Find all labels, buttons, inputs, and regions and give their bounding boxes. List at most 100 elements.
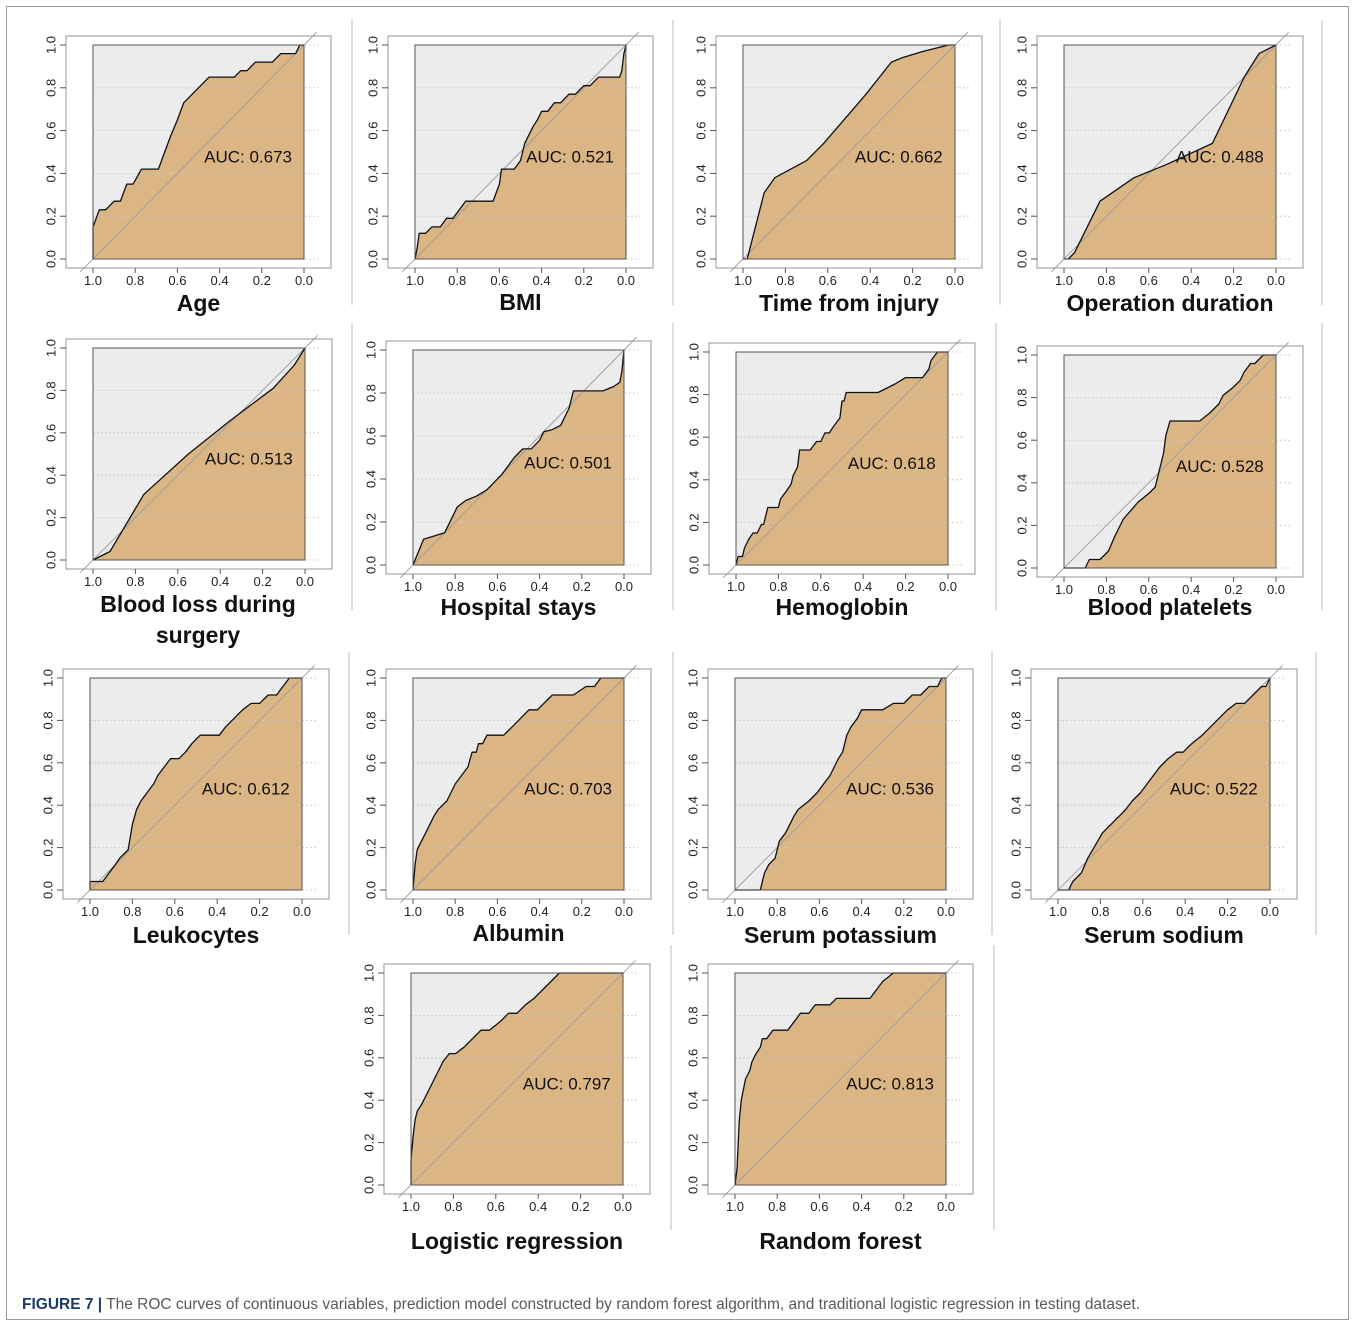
roc-curve <box>735 351 948 566</box>
y-tick-label: 0.8 <box>1015 389 1030 407</box>
roc-panel: 0.0 0.2 0.4 0.6 0.8 1.0 1.0 0.8 0.6 0.4 0.2 0.0 AUC:… <box>694 31 983 316</box>
y-tick-label: 0.4 <box>44 164 59 182</box>
y-tick-label: 0.8 <box>1009 711 1024 729</box>
y-tick-label: 0.6 <box>41 754 56 772</box>
y-tick-label: 0.6 <box>686 1049 701 1067</box>
panel-title: Age <box>177 290 220 316</box>
roc-panel: 0.0 0.2 0.4 0.6 0.8 1.0 1.0 0.8 0.6 0.4 0.2 0.0 AUC:… <box>362 959 651 1254</box>
roc-curve <box>1064 44 1277 260</box>
plot-box <box>410 972 624 1186</box>
y-tick-label: 0.2 <box>44 207 59 225</box>
x-tick-label: 1.0 <box>726 904 744 919</box>
y-tick-label: 0.8 <box>694 79 709 97</box>
x-tick-label: 1.0 <box>404 579 422 594</box>
x-tick-label: 0.6 <box>819 273 837 288</box>
panel-title: Blood platelets <box>1088 594 1253 620</box>
figure-caption: FIGURE 7 | The ROC curves of continuous … <box>22 1296 1140 1314</box>
plot-box <box>89 677 303 891</box>
x-tick-label: 0.2 <box>1219 904 1237 919</box>
roc-panel: 0.0 0.2 0.4 0.6 0.8 1.0 1.0 0.8 0.6 0.4 0.2 0.0 AUC:… <box>44 31 332 316</box>
x-tick-label: 0.4 <box>854 579 872 594</box>
roc-curve <box>743 44 955 260</box>
auc-label: AUC: 0.612 <box>202 780 290 799</box>
auc-label: AUC: 0.673 <box>204 148 292 167</box>
y-tick-label: 1.0 <box>362 964 377 982</box>
x-tick-label: 0.4 <box>533 273 551 288</box>
x-tick-label: 0.0 <box>937 904 955 919</box>
y-tick-label: 0.6 <box>362 1049 377 1067</box>
x-tick-label: 0.0 <box>293 904 311 919</box>
x-tick-label: 0.6 <box>810 904 828 919</box>
x-tick-label: 0.6 <box>810 1199 828 1214</box>
y-tick-label: 1.0 <box>364 669 379 687</box>
x-tick-label: 1.0 <box>1055 582 1073 597</box>
roc-curve <box>412 677 624 891</box>
y-tick-label: 0.0 <box>686 1176 701 1194</box>
y-tick-label: 1.0 <box>44 339 59 357</box>
plot-box <box>412 349 625 566</box>
y-tick-label: 0.0 <box>1009 881 1024 899</box>
y-tick-label: 0.8 <box>687 386 702 404</box>
y-tick-label: 0.0 <box>41 881 56 899</box>
y-tick-label: 0.2 <box>41 839 56 857</box>
x-tick-label: 0.2 <box>904 273 922 288</box>
auc-label: AUC: 0.536 <box>846 780 934 799</box>
roc-curve <box>735 677 946 891</box>
x-tick-label: 0.6 <box>169 574 187 589</box>
axis-frame <box>707 963 974 1195</box>
diagonal-line <box>400 336 637 579</box>
x-tick-label: 0.2 <box>254 574 272 589</box>
x-tick-label: 0.2 <box>895 904 913 919</box>
y-tick-label: 0.2 <box>362 1134 377 1152</box>
y-tick-label: 0.2 <box>687 513 702 531</box>
panel-title: Albumin <box>473 920 565 946</box>
y-tick-label: 0.6 <box>1015 431 1030 449</box>
axis-frame <box>1036 345 1304 578</box>
x-tick-label: 0.2 <box>1225 582 1243 597</box>
roc-panel: 0.0 0.2 0.4 0.6 0.8 1.0 1.0 0.8 0.6 0.4 0.2 0.0 AUC:… <box>41 664 330 948</box>
y-tick-label: 0.4 <box>1015 474 1030 492</box>
axis-frame <box>387 35 654 269</box>
y-tick-label: 0.2 <box>364 513 379 531</box>
y-tick-label: 0.0 <box>1015 559 1030 577</box>
auc-label: AUC: 0.488 <box>1176 148 1264 167</box>
y-tick-label: 0.8 <box>686 711 701 729</box>
y-tick-label: 0.8 <box>364 384 379 402</box>
x-tick-label: 0.6 <box>1134 904 1152 919</box>
y-tick-label: 0.0 <box>44 551 59 569</box>
x-tick-label: 0.4 <box>1182 582 1200 597</box>
x-tick-label: 1.0 <box>84 574 102 589</box>
x-tick-label: 1.0 <box>406 273 424 288</box>
y-tick-label: 0.2 <box>686 1134 701 1152</box>
panel-title: Hospital stays <box>441 594 597 620</box>
y-tick-label: 0.6 <box>44 122 59 140</box>
panel-title: Serum sodium <box>1084 922 1244 948</box>
roc-panel: 0.0 0.2 0.4 0.6 0.8 1.0 1.0 0.8 0.6 0.4 0.2 0.0 AUC:… <box>364 664 652 946</box>
x-tick-label: 0.8 <box>448 273 466 288</box>
auc-label: AUC: 0.528 <box>1176 457 1264 476</box>
auc-label: AUC: 0.813 <box>846 1075 934 1094</box>
x-tick-label: 0.4 <box>529 1199 547 1214</box>
x-tick-label: 0.2 <box>253 273 271 288</box>
roc-curve <box>1064 354 1276 569</box>
y-tick-label: 0.0 <box>694 250 709 268</box>
roc-panel: 0.0 0.2 0.4 0.6 0.8 1.0 1.0 0.8 0.6 0.4 0.2 0.0 AUC:… <box>44 334 333 648</box>
x-tick-label: 0.6 <box>166 904 184 919</box>
x-tick-label: 0.2 <box>573 579 591 594</box>
panel-title: Serum potassium <box>744 922 937 948</box>
x-tick-label: 0.8 <box>769 579 787 594</box>
auc-label: AUC: 0.797 <box>523 1075 611 1094</box>
y-tick-label: 0.2 <box>44 509 59 527</box>
axis-frame <box>707 668 974 900</box>
roc-curve <box>92 347 306 561</box>
x-tick-label: 1.0 <box>1055 273 1073 288</box>
diagonal-line <box>79 334 319 574</box>
plot-box <box>1057 677 1271 891</box>
diagonal-line <box>1050 341 1290 582</box>
y-tick-label: 0.8 <box>44 381 59 399</box>
x-tick-label: 0.8 <box>446 904 464 919</box>
plot-box <box>735 351 949 566</box>
panel-title: Time from injury <box>759 290 939 316</box>
y-tick-label: 0.4 <box>362 1091 377 1109</box>
x-tick-label: 0.8 <box>446 579 464 594</box>
